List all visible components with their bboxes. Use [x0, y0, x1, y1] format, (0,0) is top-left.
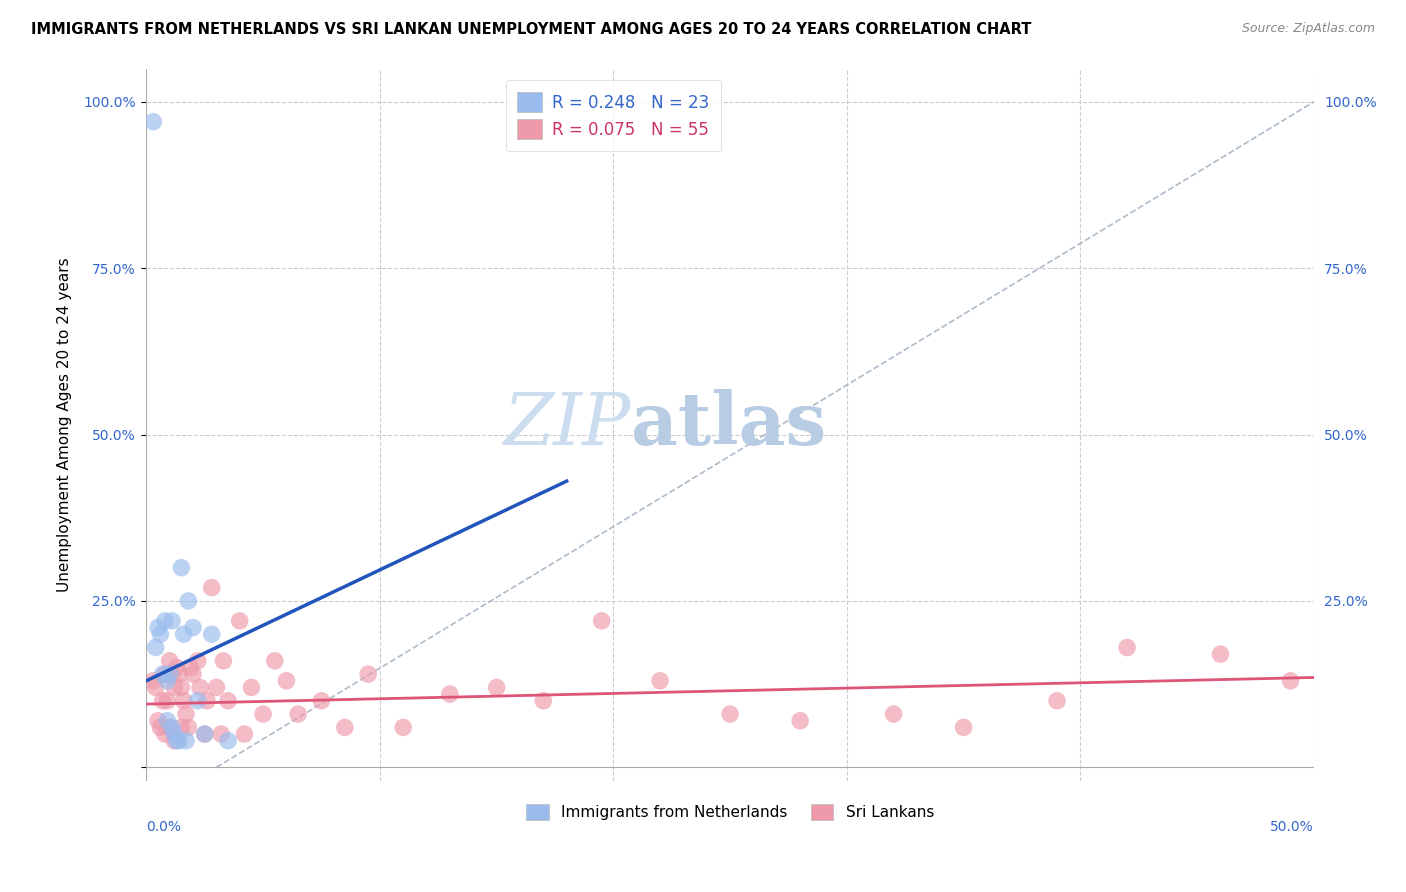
Point — [591, 614, 613, 628]
Point — [392, 720, 415, 734]
Point — [142, 673, 165, 688]
Point — [718, 707, 741, 722]
Point — [1209, 647, 1232, 661]
Point — [181, 621, 204, 635]
Point — [173, 694, 195, 708]
Point — [485, 681, 508, 695]
Point — [311, 694, 333, 708]
Point — [789, 714, 811, 728]
Point — [163, 733, 186, 747]
Point — [333, 720, 356, 734]
Point — [177, 594, 200, 608]
Point — [263, 654, 285, 668]
Point — [160, 720, 183, 734]
Point — [166, 733, 188, 747]
Point — [156, 673, 179, 688]
Point — [159, 720, 181, 734]
Point — [217, 694, 239, 708]
Point — [145, 640, 167, 655]
Point — [883, 707, 905, 722]
Point — [174, 733, 197, 747]
Legend: Immigrants from Netherlands, Sri Lankans: Immigrants from Netherlands, Sri Lankans — [520, 798, 941, 826]
Point — [166, 660, 188, 674]
Point — [145, 681, 167, 695]
Text: IMMIGRANTS FROM NETHERLANDS VS SRI LANKAN UNEMPLOYMENT AMONG AGES 20 TO 24 YEARS: IMMIGRANTS FROM NETHERLANDS VS SRI LANKA… — [31, 22, 1032, 37]
Point — [195, 694, 218, 708]
Point — [156, 714, 179, 728]
Point — [276, 673, 298, 688]
Point — [152, 694, 174, 708]
Point — [209, 727, 232, 741]
Point — [146, 621, 169, 635]
Point — [233, 727, 256, 741]
Point — [170, 720, 193, 734]
Point — [240, 681, 263, 695]
Point — [1116, 640, 1139, 655]
Point — [152, 667, 174, 681]
Point — [149, 627, 172, 641]
Point — [167, 667, 190, 681]
Point — [201, 627, 224, 641]
Point — [252, 707, 274, 722]
Point — [188, 681, 211, 695]
Point — [170, 681, 193, 695]
Point — [201, 581, 224, 595]
Point — [142, 115, 165, 129]
Text: atlas: atlas — [631, 389, 827, 460]
Point — [181, 667, 204, 681]
Text: ZIP: ZIP — [503, 389, 631, 460]
Point — [163, 681, 186, 695]
Point — [153, 614, 176, 628]
Point — [153, 727, 176, 741]
Point — [173, 627, 195, 641]
Point — [159, 654, 181, 668]
Point — [159, 667, 181, 681]
Point — [187, 654, 209, 668]
Point — [163, 727, 186, 741]
Point — [1279, 673, 1302, 688]
Point — [287, 707, 309, 722]
Point — [229, 614, 252, 628]
Point — [205, 681, 228, 695]
Point — [160, 614, 183, 628]
Text: Source: ZipAtlas.com: Source: ZipAtlas.com — [1241, 22, 1375, 36]
Point — [160, 667, 183, 681]
Point — [217, 733, 239, 747]
Point — [146, 714, 169, 728]
Point — [167, 733, 190, 747]
Point — [952, 720, 974, 734]
Point — [156, 694, 179, 708]
Point — [357, 667, 380, 681]
Text: 0.0%: 0.0% — [146, 820, 181, 834]
Text: 50.0%: 50.0% — [1270, 820, 1313, 834]
Point — [1046, 694, 1069, 708]
Point — [153, 667, 176, 681]
Point — [149, 720, 172, 734]
Point — [177, 720, 200, 734]
Point — [170, 560, 193, 574]
Point — [648, 673, 671, 688]
Point — [439, 687, 461, 701]
Point — [194, 727, 217, 741]
Point — [187, 694, 209, 708]
Point — [174, 707, 197, 722]
Point — [194, 727, 217, 741]
Point — [531, 694, 554, 708]
Point — [212, 654, 235, 668]
Y-axis label: Unemployment Among Ages 20 to 24 years: Unemployment Among Ages 20 to 24 years — [58, 257, 72, 592]
Point — [180, 660, 202, 674]
